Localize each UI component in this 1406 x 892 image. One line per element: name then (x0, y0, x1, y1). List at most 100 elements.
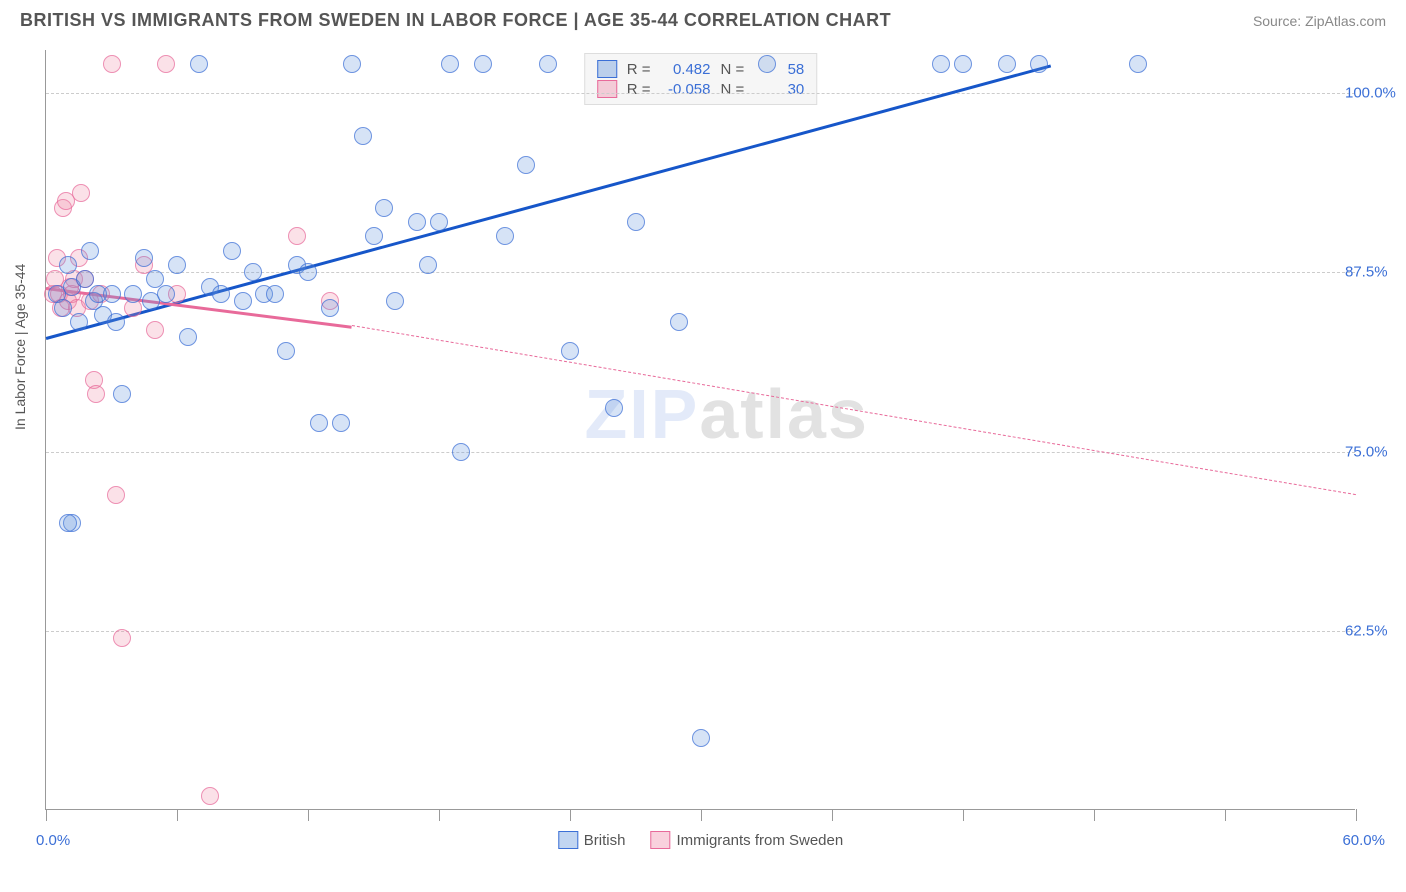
data-point (124, 285, 142, 303)
y-tick-label: 62.5% (1345, 622, 1405, 639)
gridline (46, 272, 1355, 273)
trend-line (46, 64, 1051, 339)
data-point (758, 55, 776, 73)
data-point (354, 127, 372, 145)
data-point (212, 285, 230, 303)
data-point (87, 385, 105, 403)
sweden-n-value: 30 (754, 81, 804, 98)
data-point (266, 285, 284, 303)
source-label: Source: ZipAtlas.com (1253, 13, 1386, 29)
gridline (46, 93, 1355, 94)
data-point (408, 213, 426, 231)
x-tick (1225, 809, 1226, 821)
y-axis-title: In Labor Force | Age 35-44 (12, 264, 28, 430)
data-point (343, 55, 361, 73)
data-point (321, 299, 339, 317)
data-point (168, 256, 186, 274)
x-tick (439, 809, 440, 821)
x-axis-min-label: 0.0% (36, 832, 70, 849)
data-point (561, 342, 579, 360)
data-point (223, 242, 241, 260)
data-point (113, 385, 131, 403)
british-r-value: 0.482 (661, 61, 711, 78)
scatter-plot: ZIPatlas R = 0.482 N = 58 R = -0.058 N =… (45, 50, 1355, 810)
y-tick-label: 75.0% (1345, 443, 1405, 460)
watermark: ZIPatlas (584, 374, 868, 454)
x-tick (1356, 809, 1357, 821)
data-point (375, 199, 393, 217)
data-point (103, 285, 121, 303)
data-point (72, 184, 90, 202)
british-legend-label: British (584, 832, 626, 849)
british-swatch-icon (558, 831, 578, 849)
data-point (288, 227, 306, 245)
data-point (135, 249, 153, 267)
data-point (517, 156, 535, 174)
data-point (103, 55, 121, 73)
data-point (365, 227, 383, 245)
sweden-swatch-icon (597, 80, 617, 98)
data-point (332, 414, 350, 432)
data-point (474, 55, 492, 73)
data-point (244, 263, 262, 281)
data-point (496, 227, 514, 245)
data-point (179, 328, 197, 346)
data-point (605, 399, 623, 417)
data-point (299, 263, 317, 281)
data-point (452, 443, 470, 461)
data-point (59, 514, 77, 532)
data-point (59, 256, 77, 274)
data-point (76, 270, 94, 288)
stats-legend: R = 0.482 N = 58 R = -0.058 N = 30 (584, 53, 818, 105)
trend-line (352, 325, 1356, 495)
x-axis-max-label: 60.0% (1342, 832, 1385, 849)
data-point (998, 55, 1016, 73)
data-point (1129, 55, 1147, 73)
data-point (419, 256, 437, 274)
data-point (277, 342, 295, 360)
x-tick (177, 809, 178, 821)
x-tick (46, 809, 47, 821)
x-tick (1094, 809, 1095, 821)
data-point (201, 787, 219, 805)
data-point (107, 313, 125, 331)
data-point (310, 414, 328, 432)
data-point (54, 299, 72, 317)
x-tick (570, 809, 571, 821)
x-tick (832, 809, 833, 821)
n-label: N = (721, 81, 745, 98)
data-point (386, 292, 404, 310)
x-tick (308, 809, 309, 821)
gridline (46, 452, 1355, 453)
british-swatch-icon (597, 60, 617, 78)
y-tick-label: 100.0% (1345, 85, 1405, 102)
chart-title: BRITISH VS IMMIGRANTS FROM SWEDEN IN LAB… (20, 10, 891, 31)
data-point (539, 55, 557, 73)
sweden-swatch-icon (650, 831, 670, 849)
x-tick (701, 809, 702, 821)
y-tick-label: 87.5% (1345, 264, 1405, 281)
series-legend: British Immigrants from Sweden (558, 831, 843, 849)
data-point (107, 486, 125, 504)
data-point (627, 213, 645, 231)
r-label: R = (627, 61, 651, 78)
data-point (146, 321, 164, 339)
x-tick (963, 809, 964, 821)
gridline (46, 631, 1355, 632)
r-label: R = (627, 81, 651, 98)
sweden-legend-label: Immigrants from Sweden (676, 832, 843, 849)
data-point (190, 55, 208, 73)
data-point (113, 629, 131, 647)
data-point (157, 285, 175, 303)
data-point (157, 55, 175, 73)
data-point (441, 55, 459, 73)
data-point (954, 55, 972, 73)
data-point (234, 292, 252, 310)
sweden-r-value: -0.058 (661, 81, 711, 98)
data-point (692, 729, 710, 747)
data-point (670, 313, 688, 331)
data-point (932, 55, 950, 73)
n-label: N = (721, 61, 745, 78)
data-point (70, 313, 88, 331)
data-point (81, 242, 99, 260)
